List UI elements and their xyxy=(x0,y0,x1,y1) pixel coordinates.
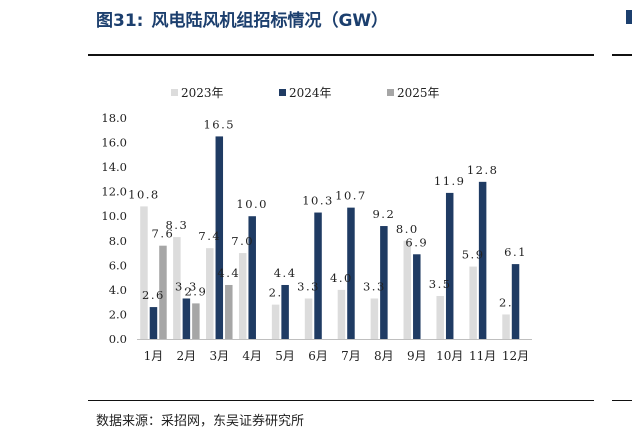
chart-title: 风电陆风机组招标情况（GW） xyxy=(151,11,389,31)
data-label: 7.0 xyxy=(231,234,254,248)
data-label: 2. xyxy=(269,286,283,300)
bar-2024年-8月 xyxy=(380,226,388,339)
data-label: 3.3 xyxy=(363,279,386,293)
y-tick-label: 0.0 xyxy=(109,332,127,346)
x-tick-label: 11月 xyxy=(469,349,496,363)
legend-swatch-2025年 xyxy=(387,89,394,96)
x-tick-label: 7月 xyxy=(341,349,361,363)
data-label: 4.4 xyxy=(274,266,297,280)
data-label: 7.4 xyxy=(198,229,221,243)
bar-2024年-5月 xyxy=(281,284,289,339)
legend-label: 2023年 xyxy=(181,86,224,100)
data-label: 4.0 xyxy=(330,271,353,285)
data-label: 16.5 xyxy=(203,117,235,131)
bar-2024年-2月 xyxy=(182,298,191,339)
bar-2023年-8月 xyxy=(370,298,379,339)
bar-2024年-10月 xyxy=(445,192,454,339)
data-label: 10.8 xyxy=(128,187,160,201)
y-tick-label: 6.0 xyxy=(109,258,127,272)
legend-label: 2024年 xyxy=(289,86,332,100)
top-rule xyxy=(88,54,594,56)
y-tick-label: 10.0 xyxy=(101,209,127,223)
bar-2024年-6月 xyxy=(314,212,322,339)
bar-2024年-9月 xyxy=(413,254,421,339)
data-label: 11.9 xyxy=(434,174,466,188)
bar-2024年-7月 xyxy=(347,207,355,339)
data-label: 2.6 xyxy=(142,288,165,302)
bar-2024年-3月 xyxy=(215,136,224,339)
data-label: 10.7 xyxy=(335,189,367,203)
figure-number: 图31: xyxy=(96,11,144,31)
bar-2023年-12月 xyxy=(502,314,510,339)
data-label: 6.1 xyxy=(504,245,527,259)
data-label: 2.9 xyxy=(184,284,207,298)
bar-2023年-3月 xyxy=(206,248,214,339)
bar-2025年-1月 xyxy=(159,245,167,339)
legend-swatch-2024年 xyxy=(279,89,286,96)
x-tick-label: 2月 xyxy=(177,349,197,363)
adjacent-panel-top-rule xyxy=(612,54,632,56)
data-label: 7.6 xyxy=(152,227,175,241)
y-tick-label: 16.0 xyxy=(101,136,127,150)
bar-2024年-1月 xyxy=(149,307,158,339)
data-label: 10.3 xyxy=(302,194,334,208)
x-tick-label: 3月 xyxy=(209,349,229,363)
y-tick-label: 18.0 xyxy=(101,111,127,125)
bar-2023年-1月 xyxy=(140,206,148,339)
bar-2023年-9月 xyxy=(403,240,412,339)
data-label: 3.3 xyxy=(297,279,320,293)
adjacent-panel-title-fragment xyxy=(626,10,632,24)
bar-2023年-7月 xyxy=(337,289,346,339)
bar-2025年-2月 xyxy=(192,303,200,339)
bottom-rule xyxy=(88,400,594,401)
legend-swatch-2023年 xyxy=(171,89,178,96)
data-label: 8.3 xyxy=(165,218,188,232)
data-label: 9.2 xyxy=(372,207,395,221)
adjacent-panel-bottom-rule xyxy=(612,400,632,401)
bar-2024年-12月 xyxy=(511,264,520,339)
y-tick-label: 12.0 xyxy=(101,185,127,199)
x-tick-label: 12月 xyxy=(502,349,529,363)
y-tick-label: 8.0 xyxy=(109,234,127,248)
data-label: 8.0 xyxy=(396,222,419,236)
y-tick-label: 14.0 xyxy=(101,160,127,174)
data-label: 2. xyxy=(499,295,513,309)
data-label: 5.9 xyxy=(462,248,485,262)
x-tick-label: 10月 xyxy=(436,349,463,363)
bar-2023年-6月 xyxy=(304,298,313,339)
data-label: 3.5 xyxy=(429,277,452,291)
bar-2024年-4月 xyxy=(248,216,256,339)
y-tick-label: 2.0 xyxy=(109,307,127,321)
y-tick-label: 4.0 xyxy=(109,283,127,297)
data-label: 12.8 xyxy=(467,163,499,177)
bar-2023年-11月 xyxy=(469,266,477,339)
data-label: 4.4 xyxy=(217,266,240,280)
x-tick-label: 9月 xyxy=(407,349,427,363)
data-label: 3.3 xyxy=(175,279,198,293)
x-tick-label: 5月 xyxy=(275,349,295,363)
data-source: 数据来源：采招网，东吴证券研究所 xyxy=(96,414,305,429)
bar-2025年-3月 xyxy=(225,284,233,339)
bar-2023年-2月 xyxy=(173,237,181,339)
bar-2023年-4月 xyxy=(238,253,247,339)
bar-2023年-5月 xyxy=(271,304,280,339)
x-tick-label: 1月 xyxy=(144,349,164,363)
bar-2024年-11月 xyxy=(478,181,487,339)
bar-2023年-10月 xyxy=(436,296,444,339)
legend-label: 2025年 xyxy=(397,86,440,100)
x-tick-label: 4月 xyxy=(242,349,262,363)
chart-title-row: 图31: 风电陆风机组招标情况（GW） xyxy=(96,6,388,36)
data-label: 6.9 xyxy=(405,235,428,249)
x-tick-label: 6月 xyxy=(308,349,328,363)
x-tick-label: 8月 xyxy=(374,349,394,363)
data-label: 10.0 xyxy=(236,197,268,211)
